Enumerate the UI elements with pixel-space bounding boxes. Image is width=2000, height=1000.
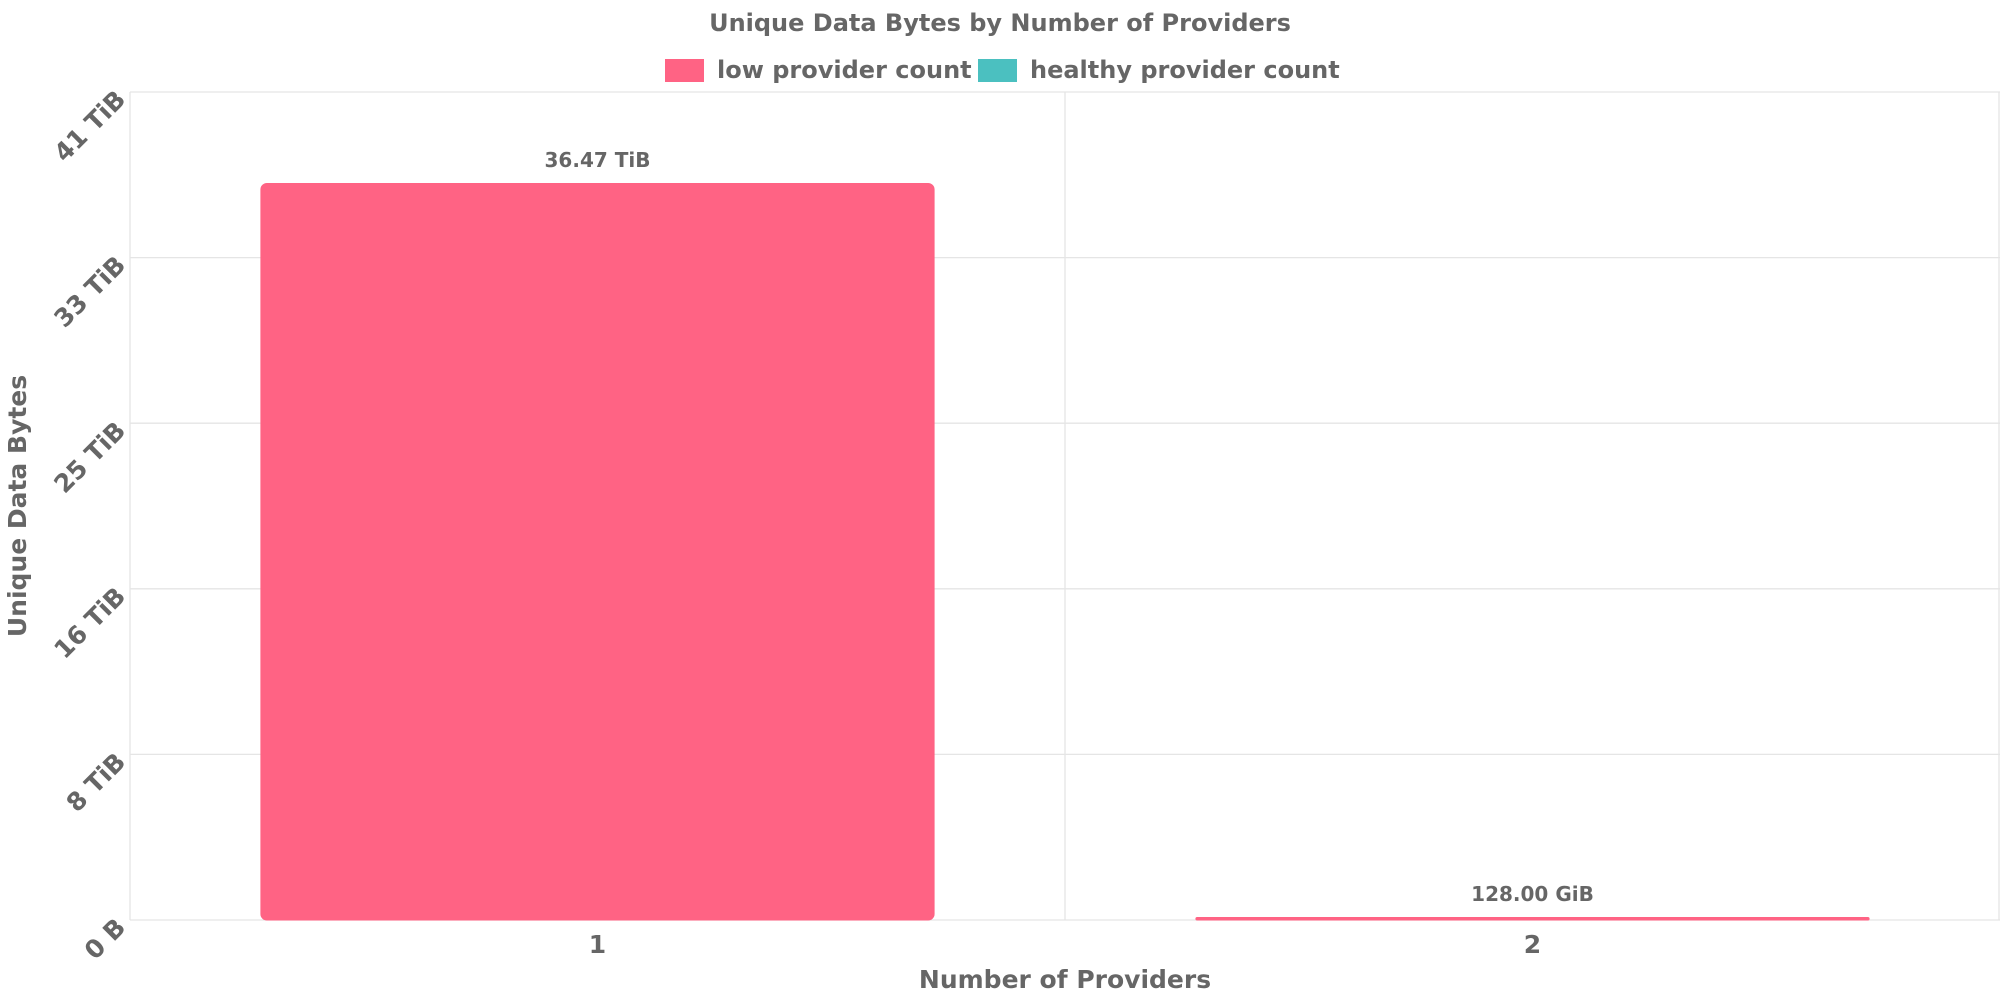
x-tick-label: 1: [589, 930, 606, 959]
y-tick-label: 8 TiB: [61, 747, 132, 818]
y-tick-label: 16 TiB: [48, 581, 131, 664]
legend-label: healthy provider count: [1030, 56, 1340, 84]
x-axis-title: Number of Providers: [919, 965, 1211, 994]
x-tick-label: 2: [1524, 930, 1541, 959]
value-label: 36.47 TiB: [545, 148, 651, 172]
y-tick-label: 41 TiB: [48, 85, 131, 168]
y-tick-label: 33 TiB: [48, 250, 131, 333]
legend-swatch: [978, 59, 1017, 82]
legend-label: low provider count: [717, 56, 972, 84]
bar: [1195, 916, 1870, 921]
y-tick-label: 0 B: [79, 913, 131, 965]
y-tick-label: 25 TiB: [48, 416, 131, 499]
y-axis-title: Unique Data Bytes: [3, 375, 32, 637]
bar: [260, 182, 935, 921]
chart-title: Unique Data Bytes by Number of Providers: [709, 9, 1291, 37]
value-label: 128.00 GiB: [1471, 882, 1594, 906]
legend-swatch: [665, 59, 704, 82]
